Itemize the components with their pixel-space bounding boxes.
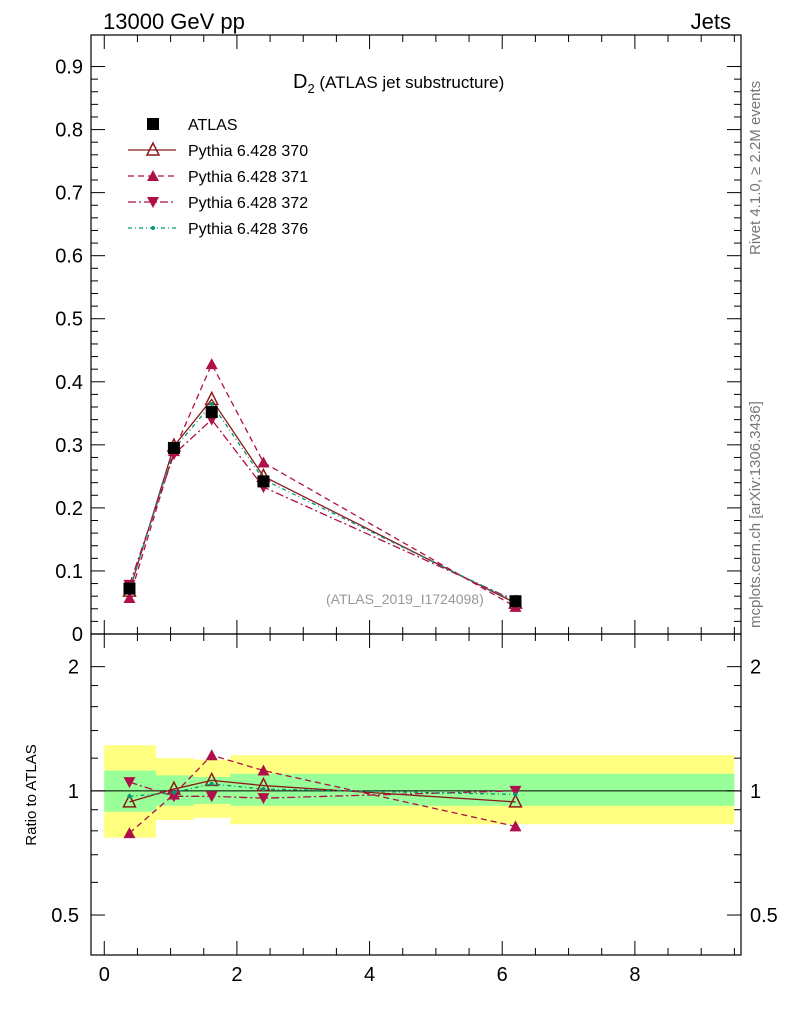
main-point-s0 bbox=[205, 406, 218, 419]
main-point-s2 bbox=[205, 358, 218, 370]
main-line-1 bbox=[128, 398, 516, 604]
main-line-3 bbox=[128, 418, 516, 602]
legend-label: Pythia 6.428 371 bbox=[188, 169, 308, 186]
main-y-tick-label: 0.9 bbox=[55, 57, 83, 79]
rivet-version-label: Rivet 4.1.0, ≥ 2.2M events bbox=[747, 81, 764, 255]
analysis-watermark: (ATLAS_2019_I1724098) bbox=[326, 591, 484, 607]
legend-label: ATLAS bbox=[188, 117, 238, 134]
ratio-point-s3 bbox=[209, 781, 214, 786]
ratio-y-tick-label-right: 0.5 bbox=[750, 905, 778, 927]
ratio-point-s3 bbox=[171, 790, 176, 795]
ratio-point-s1 bbox=[123, 827, 136, 839]
ratio-point-s1 bbox=[205, 749, 218, 761]
ratio-point-s2 bbox=[509, 785, 522, 797]
ratio-uncertainty-bands bbox=[104, 745, 735, 838]
main-y-tick-label: 0.6 bbox=[55, 246, 83, 268]
main-point-s0 bbox=[257, 475, 270, 488]
title-rest: (ATLAS jet substructure) bbox=[315, 73, 505, 92]
main-y-tick-label: 0.8 bbox=[55, 120, 83, 142]
x-axis: 0 2 4 6 8 bbox=[99, 35, 735, 986]
ratio-point-s2 bbox=[167, 791, 180, 803]
header-right-title: Jets bbox=[691, 9, 731, 34]
main-point-s0 bbox=[509, 595, 522, 608]
x-tick-label: 6 bbox=[497, 964, 508, 986]
legend-marker-4 bbox=[151, 226, 155, 230]
legend-marker-3 bbox=[147, 197, 159, 208]
x-tick-label: 4 bbox=[364, 964, 375, 986]
x-tick-label: 8 bbox=[629, 964, 640, 986]
ratio-y-tick-label-right: 1 bbox=[750, 781, 761, 803]
main-point-s2 bbox=[257, 456, 270, 468]
title-subscript: 2 bbox=[307, 81, 314, 96]
main-y-tick-label: 0 bbox=[72, 624, 83, 646]
legend: ATLAS Pythia 6.428 370 Pythia 6.428 371 Pyt… bbox=[128, 117, 308, 238]
main-point-s0 bbox=[167, 441, 180, 454]
ratio-point-s0 bbox=[122, 793, 137, 808]
main-y-tick-label: 0.1 bbox=[55, 561, 83, 583]
title-main: D bbox=[293, 71, 307, 93]
main-point-s4 bbox=[209, 401, 214, 406]
ratio-y-axis-label: Ratio to ATLAS bbox=[23, 744, 40, 845]
plot-title: D2 (ATLAS jet substructure) bbox=[293, 71, 504, 96]
legend-marker-2 bbox=[147, 170, 159, 181]
header-left-title: 13000 GeV pp bbox=[103, 9, 245, 34]
ratio-point-s3 bbox=[261, 787, 266, 792]
main-line-2 bbox=[128, 362, 516, 608]
main-line-4 bbox=[128, 402, 516, 603]
main-y-tick-label: 0.2 bbox=[55, 498, 83, 520]
legend-label: Pythia 6.428 376 bbox=[188, 221, 308, 238]
x-tick-label: 2 bbox=[231, 964, 242, 986]
ratio-point-s2 bbox=[257, 793, 270, 805]
main-y-tick-label: 0.3 bbox=[55, 435, 83, 457]
ratio-point-s0 bbox=[508, 793, 523, 808]
ratio-point-s3 bbox=[513, 792, 518, 797]
ratio-y-tick-label-right: 2 bbox=[750, 657, 761, 679]
ratio-point-s3 bbox=[127, 794, 132, 799]
ratio-point-s1 bbox=[509, 820, 522, 832]
ratio-point-s1 bbox=[257, 764, 270, 776]
main-y-tick-label: 0.4 bbox=[55, 372, 83, 394]
ratio-point-s2 bbox=[123, 777, 136, 789]
main-y-axis: 0 0.1 0.2 0.3 0.4 0.5 0.6 0.7 0.8 0.9 bbox=[55, 57, 741, 646]
legend-label: Pythia 6.428 372 bbox=[188, 195, 308, 212]
ratio-line-3 bbox=[129, 783, 516, 797]
mcplots-source-label: mcplots.cern.ch [arXiv:1306.3436] bbox=[747, 401, 764, 628]
ratio-y-tick-label: 0.5 bbox=[51, 905, 79, 927]
legend-marker-1 bbox=[145, 141, 161, 156]
ratio-series-group bbox=[122, 749, 523, 839]
ratio-point-s2 bbox=[205, 791, 218, 803]
legend-marker-atlas bbox=[147, 118, 159, 130]
legend-label: Pythia 6.428 370 bbox=[188, 143, 308, 160]
band-inner-3 bbox=[230, 773, 735, 806]
main-point-s2 bbox=[123, 592, 136, 604]
main-point-s0 bbox=[123, 582, 136, 595]
ratio-y-tick-label: 2 bbox=[68, 657, 79, 679]
ratio-y-tick-label: 1 bbox=[68, 781, 79, 803]
main-y-tick-label: 0.5 bbox=[55, 309, 83, 331]
main-y-tick-label: 0.7 bbox=[55, 183, 83, 205]
ratio-panel-frame bbox=[90, 633, 742, 956]
main-series-group bbox=[122, 358, 523, 612]
x-tick-label: 0 bbox=[99, 964, 110, 986]
